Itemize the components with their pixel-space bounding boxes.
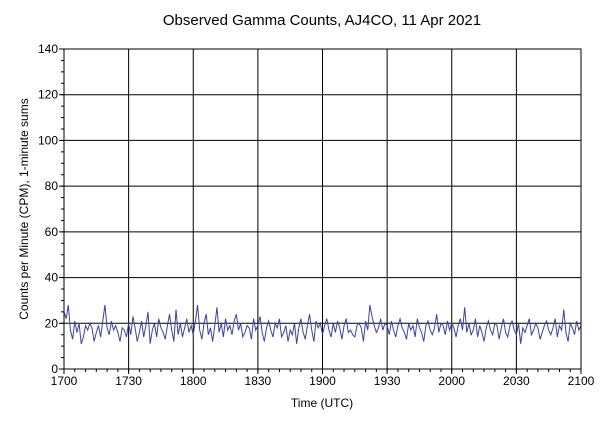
y-tick-label: 60 [45, 225, 59, 239]
x-tick-label: 2100 [568, 374, 595, 388]
y-axis-label: Counts per Minute (CPM), 1-minute sums [17, 98, 31, 319]
x-tick-label: 1930 [374, 374, 401, 388]
y-tick-label: 80 [45, 179, 59, 193]
series-line-0 [63, 304, 582, 345]
x-tick-label: 2000 [438, 374, 465, 388]
plot-frame [63, 48, 582, 370]
y-tick-label: 20 [45, 316, 59, 330]
x-tick-label: 1900 [309, 374, 336, 388]
x-tick-label: 1700 [51, 374, 78, 388]
x-tick-label: 1830 [245, 374, 272, 388]
grid-lines [59, 48, 582, 374]
series-layer [63, 304, 582, 345]
x-tick-label: 1800 [180, 374, 207, 388]
y-tick-label: 100 [38, 133, 58, 147]
y-tick-labels: 0 20 40 60 80 100 120 140 [38, 42, 58, 376]
y-tick-label: 40 [45, 271, 59, 285]
x-tick-label: 2030 [503, 374, 530, 388]
y-tick-label: 120 [38, 88, 58, 102]
x-tick-label: 1730 [115, 374, 142, 388]
y-tick-label: 140 [38, 42, 58, 56]
chart-title: Observed Gamma Counts, AJ4CO, 11 Apr 202… [163, 12, 481, 29]
y-tick-label: 0 [51, 362, 58, 376]
x-tick-labels: 1700 1730 1800 1830 1900 1930 2000 2030 2100 [51, 374, 595, 388]
x-axis-label: Time (UTC) [291, 396, 353, 410]
